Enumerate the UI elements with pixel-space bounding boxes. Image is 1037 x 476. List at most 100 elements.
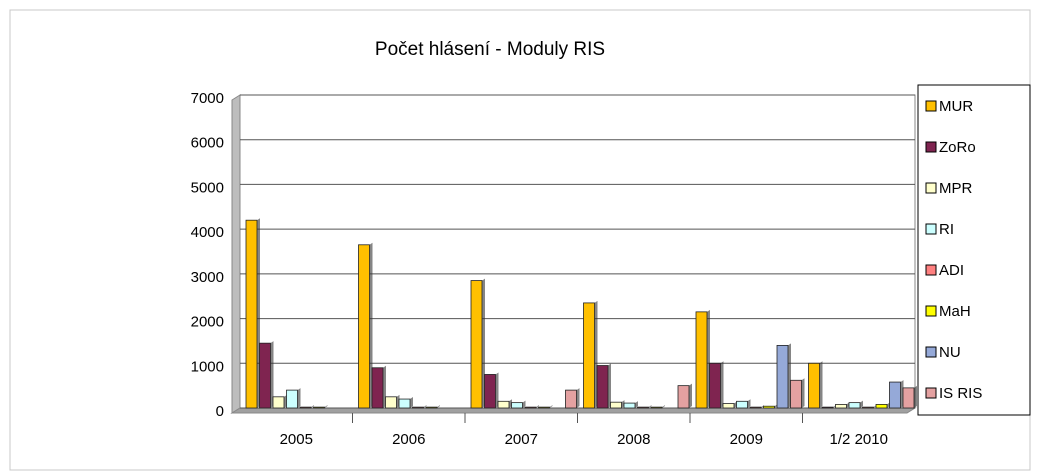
bar — [736, 400, 748, 409]
bar-side — [801, 378, 805, 408]
bar-side — [819, 361, 823, 408]
bar-side — [311, 405, 314, 408]
bar-side — [297, 388, 301, 408]
bar — [835, 404, 847, 409]
bar-side — [720, 361, 724, 408]
x-tick-label: 2008 — [617, 431, 650, 448]
bar-side — [747, 399, 751, 408]
legend-label: RI — [939, 221, 954, 238]
bar — [623, 402, 636, 409]
legend-label: ZoRo — [939, 139, 976, 156]
x-tick-label: 2009 — [730, 431, 763, 448]
bar — [385, 396, 397, 409]
bar-side — [635, 401, 638, 408]
bar — [776, 344, 789, 409]
y-tick-label: 5000 — [191, 179, 224, 196]
legend-swatch — [925, 182, 937, 194]
bar — [484, 374, 496, 409]
y-tick-label: 7000 — [191, 90, 224, 107]
legend-swatch — [925, 264, 937, 276]
bar-side — [423, 405, 427, 408]
bar — [286, 389, 298, 409]
bar — [470, 280, 483, 409]
bar-side — [495, 372, 499, 408]
y-tick-label: 6000 — [191, 135, 224, 152]
bar-side — [324, 405, 328, 408]
x-tick-label: 2006 — [392, 431, 425, 448]
bar — [412, 406, 424, 409]
bar — [313, 406, 325, 409]
bar-side — [648, 405, 652, 408]
bar — [709, 362, 721, 409]
legend-swatch — [925, 141, 937, 153]
y-tick-label: 0 — [216, 403, 224, 420]
bar — [677, 385, 690, 409]
x-tick-label: 2005 — [280, 431, 313, 448]
legend-label: ADI — [939, 262, 964, 279]
bar — [862, 406, 874, 409]
bar — [524, 406, 537, 409]
y-tick-label: 4000 — [191, 224, 224, 241]
bar-side — [576, 388, 580, 408]
bar — [259, 342, 271, 409]
legend-label: IS RIS — [939, 385, 982, 402]
bar — [889, 381, 901, 409]
legend-swatch — [925, 346, 937, 358]
bar-side — [437, 405, 440, 408]
bar — [425, 406, 438, 409]
bar — [538, 406, 550, 409]
bar — [790, 379, 802, 409]
bar-side — [522, 400, 526, 408]
chart-title: Počet hlásení - Moduly RIS — [375, 39, 605, 60]
bar — [722, 403, 735, 409]
legend-label: MPR — [939, 180, 973, 197]
bar — [610, 401, 622, 409]
side-wall — [231, 94, 241, 414]
bar — [902, 387, 915, 409]
bar-side — [536, 405, 539, 408]
legend-label: MUR — [939, 98, 973, 115]
floor — [230, 407, 917, 414]
bar-side — [549, 405, 553, 408]
bar — [749, 406, 762, 409]
bar — [371, 367, 384, 409]
bar — [695, 311, 708, 409]
x-tick-label: 2007 — [505, 431, 538, 448]
bar — [650, 406, 663, 409]
bar-side — [608, 363, 611, 408]
y-tick-label: 3000 — [191, 269, 224, 286]
bar — [565, 389, 577, 409]
bar — [358, 244, 370, 409]
bar-side — [914, 385, 917, 408]
bar — [875, 404, 888, 409]
bar-side — [369, 242, 373, 408]
bar — [808, 362, 820, 409]
bar — [821, 406, 834, 409]
x-tick-label: 1/2 2010 — [830, 431, 888, 448]
legend-label: NU — [939, 344, 961, 361]
bar-side — [662, 405, 665, 408]
legend-swatch — [925, 305, 937, 317]
y-tick-label: 2000 — [191, 314, 224, 331]
bar — [299, 406, 312, 409]
plot-wall — [239, 94, 916, 409]
bar — [272, 396, 285, 409]
bar — [511, 402, 523, 409]
y-tick-label: 1000 — [191, 358, 224, 375]
bar — [763, 405, 775, 409]
bar — [637, 406, 649, 409]
bar — [848, 402, 861, 409]
bar — [398, 398, 411, 409]
bar-side — [410, 397, 413, 408]
legend-label: MaH — [939, 303, 971, 320]
bar — [245, 219, 258, 409]
legend-swatch — [925, 223, 937, 235]
bar — [497, 400, 510, 409]
bar — [596, 365, 609, 409]
legend-swatch — [925, 387, 937, 399]
legend-swatch — [925, 100, 937, 112]
legend-box — [917, 84, 1031, 416]
bar — [583, 302, 595, 409]
